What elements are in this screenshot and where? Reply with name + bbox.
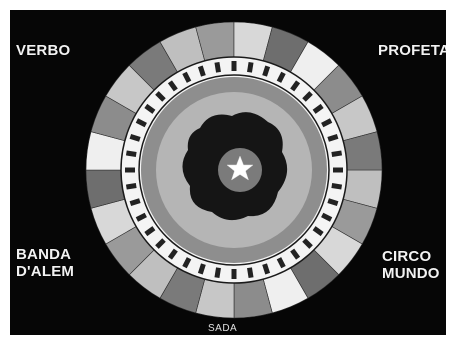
ring-glyph	[125, 150, 137, 157]
ring-glyph	[135, 118, 147, 128]
ring-glyph	[302, 238, 313, 249]
ring-glyph	[125, 167, 135, 173]
ring-glyph	[247, 267, 254, 279]
ring-glyph	[262, 65, 271, 77]
ring-glyph	[231, 269, 237, 279]
outer-ring-segments	[85, 21, 383, 319]
label-bottom[interactable]: SADA	[208, 323, 238, 334]
ring-glyph	[321, 118, 333, 128]
ring-glyph	[333, 167, 343, 173]
ring-glyph	[331, 150, 343, 157]
ring-glyph	[262, 263, 271, 275]
ring-glyph	[144, 103, 156, 114]
ring-glyph	[312, 103, 324, 114]
label-top-left[interactable]: VERBO	[16, 42, 70, 59]
ring-glyph	[312, 226, 324, 237]
ring-glyph	[214, 61, 221, 73]
ring-glyph	[290, 248, 301, 260]
ring-glyph	[129, 198, 141, 207]
label-bottom-left[interactable]: BANDA D'ALEM	[16, 246, 74, 280]
ring-glyph	[197, 65, 206, 77]
label-bottom-right[interactable]: CIRCO MUNDO	[382, 248, 440, 282]
ring-glyph	[327, 198, 339, 207]
ring-glyph	[197, 263, 206, 275]
ring-glyph	[247, 61, 254, 73]
label-circo: CIRCO	[382, 248, 432, 265]
ring-glyph	[144, 226, 156, 237]
ring-glyph	[129, 133, 141, 142]
ring-glyph	[182, 257, 192, 269]
ring-glyph	[302, 91, 313, 102]
screen-frame: VERBO PROFETA BANDA D'ALEM CIRCO MUNDO S…	[10, 10, 446, 335]
ring-glyph	[290, 80, 301, 92]
ring-glyph	[321, 212, 333, 222]
ring-glyph	[135, 212, 147, 222]
ring-glyph	[327, 133, 339, 142]
label-dalem: D'ALEM	[16, 263, 75, 280]
letter-ring-glyphs	[125, 61, 343, 279]
ring-glyph	[331, 183, 343, 190]
letter-ring-inner-border	[138, 74, 330, 266]
star-icon	[226, 155, 254, 181]
label-banda: BANDA	[16, 246, 72, 263]
label-top-right[interactable]: PROFETA	[378, 42, 446, 59]
ring-glyph	[276, 71, 286, 83]
ring-glyph	[276, 257, 286, 269]
wheel-graphic[interactable]	[10, 10, 446, 335]
label-profeta: PROFETA	[378, 42, 446, 59]
ring-glyph	[231, 61, 237, 71]
label-verbo: VERBO	[16, 42, 71, 59]
ring-glyph	[125, 183, 137, 190]
ring-glyph	[155, 238, 166, 249]
ring-glyph	[155, 91, 166, 102]
label-mundo: MUNDO	[382, 265, 440, 282]
ring-glyph	[182, 71, 192, 83]
ring-glyph	[167, 80, 178, 92]
ring-glyph	[167, 248, 178, 260]
ring-glyph	[214, 267, 221, 279]
